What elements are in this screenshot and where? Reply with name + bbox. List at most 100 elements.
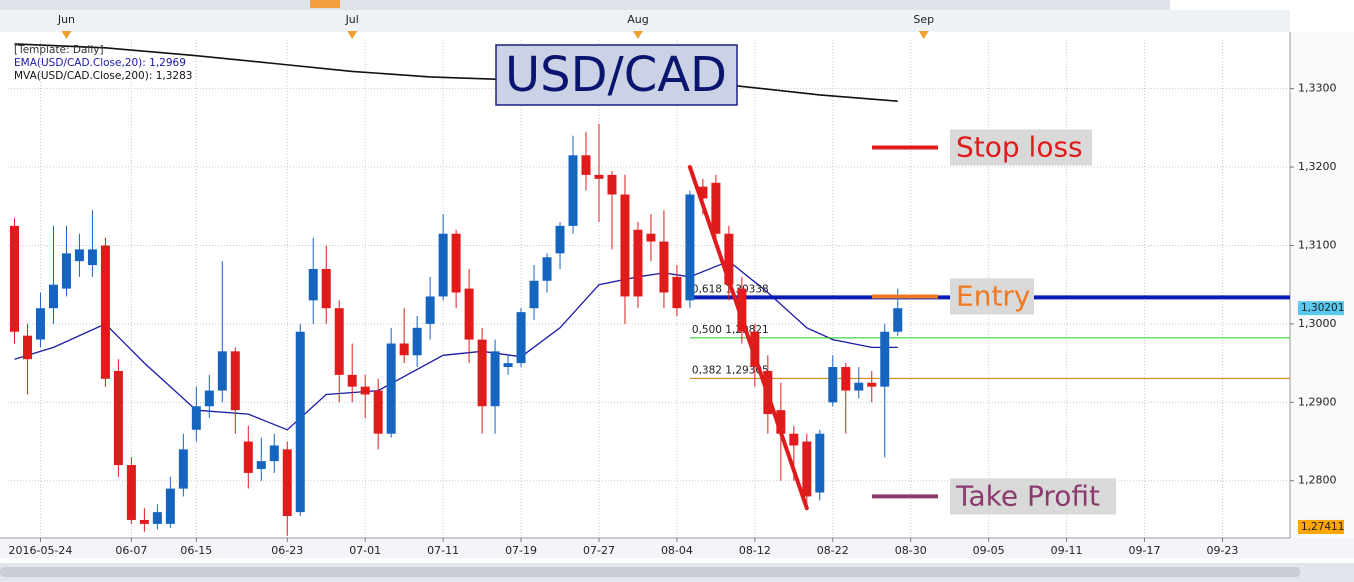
candle-body	[854, 382, 864, 391]
y-tick-label: 1,3200	[1298, 160, 1337, 173]
candle-body	[256, 461, 266, 469]
candle-body	[880, 331, 890, 387]
candle-body	[347, 374, 357, 387]
candle-body	[828, 367, 838, 403]
annotation-label: Entry	[956, 279, 1031, 312]
candle-body	[867, 382, 877, 387]
candle-body	[685, 194, 695, 301]
candle-body	[152, 512, 162, 524]
price-label-box	[1298, 519, 1344, 534]
candle-body	[269, 445, 279, 462]
month-marker	[347, 31, 358, 39]
candle-body	[35, 308, 45, 340]
title-box	[495, 44, 738, 106]
candle-body	[308, 269, 318, 301]
candle-body	[425, 296, 435, 324]
y-tick-label: 1,2900	[1298, 395, 1337, 408]
candle-body	[61, 253, 71, 289]
legend-entry: [Template: Daily]	[14, 44, 104, 56]
annotation-box	[950, 478, 1116, 515]
candle-body	[542, 257, 552, 281]
month-marker	[632, 31, 643, 39]
candle-body	[516, 312, 526, 364]
candle-body	[659, 241, 669, 293]
x-tick-label: 08-30	[895, 544, 927, 557]
x-axis-panel	[0, 538, 1354, 558]
month-strip	[0, 10, 1290, 32]
candle-body	[711, 182, 721, 234]
candle-body	[178, 449, 188, 489]
candle-body	[568, 155, 578, 226]
annotation-label: Stop loss	[956, 130, 1083, 163]
candle-body	[594, 174, 604, 179]
candle-body	[724, 233, 734, 285]
candle-body	[22, 335, 32, 360]
toolbar	[0, 0, 1170, 10]
fib-label: 0,382 1,29305	[692, 364, 769, 376]
candle-body	[373, 390, 383, 434]
candle-body	[789, 433, 799, 446]
y-axis-panel	[1290, 32, 1354, 538]
candle-body	[204, 390, 214, 407]
candle-body	[893, 308, 903, 332]
price-label: 1,30201	[1301, 302, 1344, 314]
x-tick-label: 07-01	[349, 544, 381, 557]
fib-label: 0,500 1,29821	[692, 324, 769, 336]
price-label: 1,27411	[1301, 521, 1344, 533]
candle-body	[620, 194, 630, 297]
candle-body	[672, 276, 682, 309]
trend-line	[687, 165, 809, 511]
x-tick-label: 07-27	[583, 544, 615, 557]
legend-entry: EMA(USD/CAD.Close,20): 1,2969	[14, 57, 186, 69]
candle-body	[191, 406, 201, 430]
candle-body	[581, 155, 591, 175]
candle-body	[334, 308, 344, 375]
candle-body	[529, 280, 539, 309]
x-tick-label: 09-11	[1051, 544, 1083, 557]
price-label-box	[1298, 301, 1344, 316]
candle-body	[841, 367, 851, 391]
candle-body	[490, 351, 500, 407]
month-label: Jun	[57, 13, 75, 26]
candle-body	[126, 465, 136, 520]
x-tick-label: 08-04	[661, 544, 693, 557]
candle-body	[698, 186, 708, 199]
x-tick-label: 06-23	[271, 544, 303, 557]
month-label: Jul	[345, 13, 359, 26]
x-tick-label: 07-19	[505, 544, 537, 557]
x-tick-label: 09-23	[1206, 544, 1238, 557]
candle-body	[464, 288, 474, 340]
y-tick-label: 1,2800	[1298, 474, 1337, 487]
candle-body	[48, 284, 58, 309]
candle-body	[87, 249, 97, 266]
candle-body	[139, 519, 149, 524]
candle-body	[399, 343, 409, 356]
ma-line	[14, 43, 898, 102]
candle-body	[230, 351, 240, 411]
candle-body	[295, 331, 305, 513]
candle-body	[321, 269, 331, 309]
candle-body	[477, 339, 487, 407]
y-tick-label: 1,3000	[1298, 317, 1337, 330]
candle-body	[646, 233, 656, 242]
candle-body	[113, 370, 123, 466]
candle-body	[217, 351, 227, 391]
candle-body	[438, 233, 448, 297]
x-tick-label: 2016-05-24	[9, 544, 73, 557]
candle-body	[451, 233, 461, 293]
candle-body	[74, 249, 84, 262]
month-marker	[918, 31, 929, 39]
candle-body	[100, 245, 110, 379]
annotation-label: Take Profit	[955, 479, 1100, 512]
candle-body	[386, 343, 396, 434]
candle-body	[607, 174, 617, 195]
candle-body	[165, 488, 175, 524]
chart-title: USD/CAD	[505, 47, 727, 103]
x-tick-label: 06-07	[115, 544, 147, 557]
candle-body	[9, 225, 19, 332]
y-tick-label: 1,3300	[1298, 82, 1337, 95]
candle-body	[750, 331, 760, 368]
month-marker	[61, 31, 72, 39]
candle-body	[633, 229, 643, 297]
